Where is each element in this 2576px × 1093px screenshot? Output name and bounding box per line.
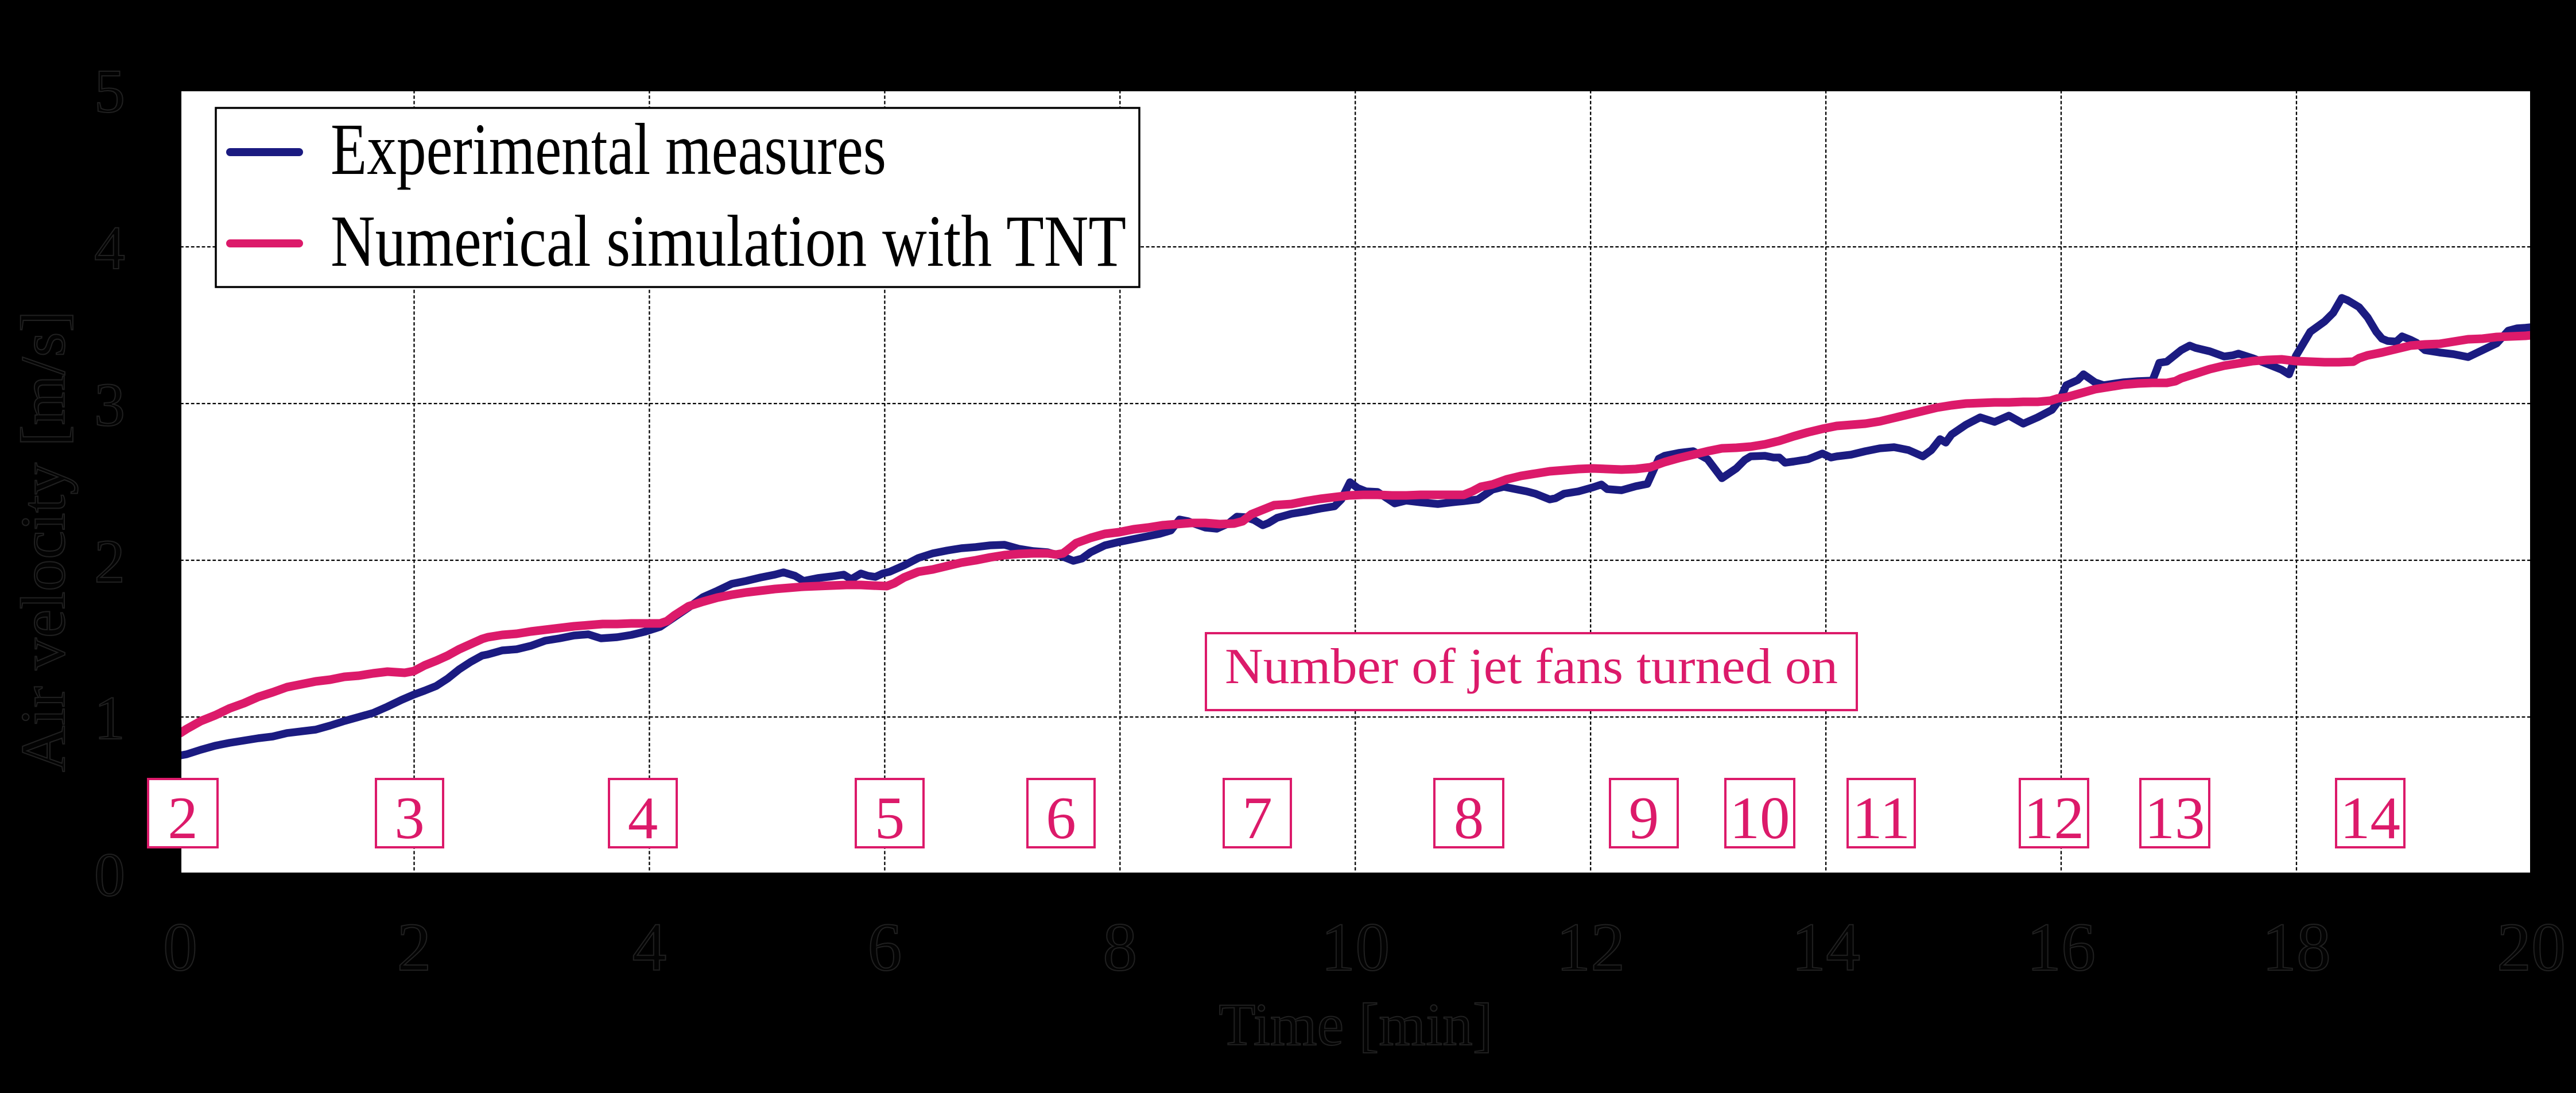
svg-text:5: 5	[875, 784, 905, 851]
svg-text:20: 20	[2497, 909, 2566, 985]
svg-text:3: 3	[394, 784, 425, 851]
svg-text:Numerical simulation with TNT: Numerical simulation with TNT	[331, 200, 1126, 282]
svg-text:0: 0	[163, 909, 197, 985]
svg-text:2: 2	[168, 784, 198, 851]
svg-text:Air velocity [m/s]: Air velocity [m/s]	[8, 311, 78, 772]
svg-text:12: 12	[2024, 784, 2084, 851]
svg-text:13: 13	[2145, 784, 2205, 851]
svg-text:18: 18	[2262, 909, 2331, 985]
svg-text:2: 2	[397, 909, 432, 985]
svg-text:5: 5	[94, 57, 125, 126]
svg-text:4: 4	[628, 784, 658, 851]
svg-text:10: 10	[1321, 909, 1390, 985]
svg-text:7: 7	[1242, 784, 1273, 851]
svg-text:Experimental measures: Experimental measures	[331, 108, 886, 190]
svg-text:Time [min]: Time [min]	[1219, 991, 1492, 1058]
svg-text:3: 3	[94, 371, 125, 439]
svg-text:Number of jet fans turned on: Number of jet fans turned on	[1225, 639, 1838, 695]
svg-text:0: 0	[94, 841, 125, 909]
svg-text:8: 8	[1103, 909, 1137, 985]
svg-text:11: 11	[1852, 784, 1910, 851]
svg-text:14: 14	[1791, 909, 1860, 985]
svg-text:4: 4	[94, 214, 125, 282]
svg-text:10: 10	[1730, 784, 1790, 851]
svg-text:14: 14	[2340, 784, 2400, 851]
svg-text:9: 9	[1629, 784, 1659, 851]
svg-text:4: 4	[632, 909, 666, 985]
svg-text:2: 2	[94, 528, 125, 596]
svg-text:6: 6	[1046, 784, 1076, 851]
svg-text:12: 12	[1556, 909, 1625, 985]
svg-text:16: 16	[2027, 909, 2096, 985]
svg-text:8: 8	[1454, 784, 1484, 851]
svg-text:1: 1	[94, 684, 125, 753]
svg-text:6: 6	[867, 909, 902, 985]
